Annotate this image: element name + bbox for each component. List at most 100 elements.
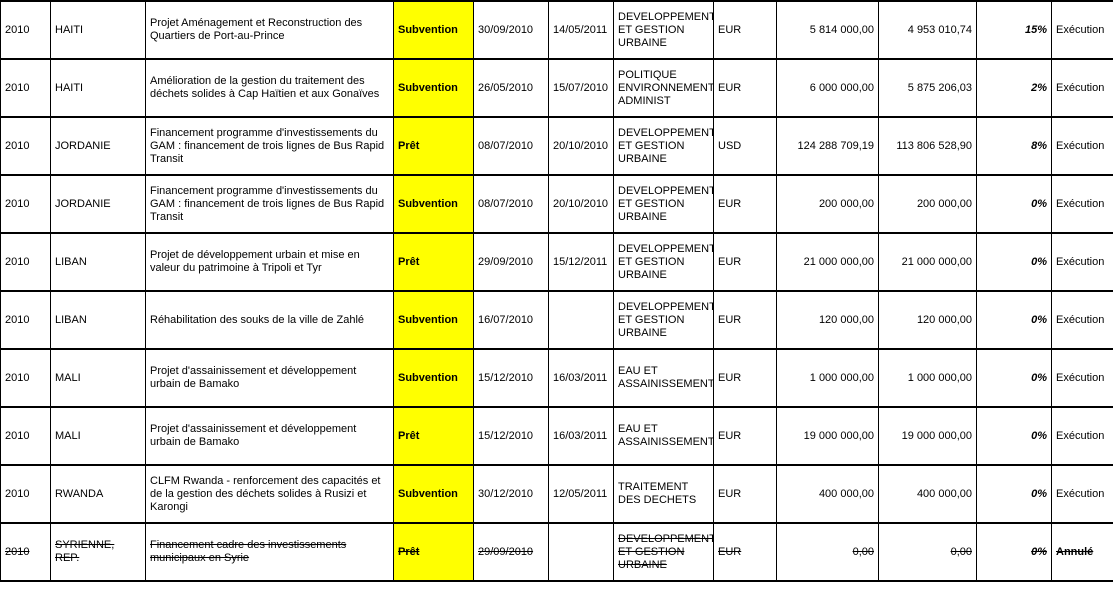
cell-pourcentage-decaisse[interactable]: 0%: [976, 464, 1052, 524]
cell-date-signature[interactable]: 14/05/2011: [548, 0, 614, 60]
cell-date-signature[interactable]: 16/03/2011: [548, 348, 614, 408]
cell-pays[interactable]: HAITI: [50, 58, 146, 118]
cell-statut[interactable]: Exécution: [1051, 464, 1113, 524]
cell-date-signature[interactable]: 15/12/2011: [548, 232, 614, 292]
cell-devise[interactable]: EUR: [713, 0, 777, 60]
cell-type-financement[interactable]: Prêt: [393, 232, 474, 292]
cell-statut[interactable]: Exécution: [1051, 406, 1113, 466]
cell-date-signature[interactable]: [548, 290, 614, 350]
cell-type-financement[interactable]: Prêt: [393, 406, 474, 466]
cell-secteur[interactable]: DEVELOPPEMENT ET GESTION URBAINE: [613, 116, 714, 176]
cell-type-financement[interactable]: Subvention: [393, 0, 474, 60]
cell-pays[interactable]: LIBAN: [50, 290, 146, 350]
cell-statut[interactable]: Exécution: [1051, 348, 1113, 408]
cell-montant-engage[interactable]: 5 875 206,03: [878, 58, 977, 118]
cell-secteur[interactable]: TRAITEMENT DES DECHETS: [613, 464, 714, 524]
cell-projet[interactable]: Amélioration de la gestion du traitement…: [145, 58, 394, 118]
cell-date-signature[interactable]: [548, 522, 614, 582]
cell-date-octroi[interactable]: 08/07/2010: [473, 174, 549, 234]
cell-projet[interactable]: Projet de développement urbain et mise e…: [145, 232, 394, 292]
cell-date-octroi[interactable]: 15/12/2010: [473, 348, 549, 408]
cell-montant-octroye[interactable]: 1 000 000,00: [776, 348, 879, 408]
cell-pourcentage-decaisse[interactable]: 15%: [976, 0, 1052, 60]
cell-secteur[interactable]: DEVELOPPEMENT ET GESTION URBAINE: [613, 174, 714, 234]
cell-montant-engage[interactable]: 113 806 528,90: [878, 116, 977, 176]
cell-date-signature[interactable]: 16/03/2011: [548, 406, 614, 466]
cell-montant-engage[interactable]: 1 000 000,00: [878, 348, 977, 408]
cell-date-octroi[interactable]: 26/05/2010: [473, 58, 549, 118]
cell-statut[interactable]: Exécution: [1051, 232, 1113, 292]
cell-pays[interactable]: JORDANIE: [50, 174, 146, 234]
cell-montant-octroye[interactable]: 120 000,00: [776, 290, 879, 350]
cell-annee[interactable]: 2010: [0, 0, 51, 60]
cell-date-octroi[interactable]: 16/07/2010: [473, 290, 549, 350]
table-row[interactable]: 2010 HAITI Projet Aménagement et Reconstru…: [0, 0, 1113, 60]
cell-pays[interactable]: JORDANIE: [50, 116, 146, 176]
cell-type-financement[interactable]: Subvention: [393, 348, 474, 408]
cell-devise[interactable]: USD: [713, 116, 777, 176]
cell-projet[interactable]: Projet d'assainissement et développement…: [145, 348, 394, 408]
cell-projet[interactable]: CLFM Rwanda - renforcement des capacités…: [145, 464, 394, 524]
cell-montant-octroye[interactable]: 400 000,00: [776, 464, 879, 524]
cell-projet[interactable]: Financement programme d'investissements …: [145, 116, 394, 176]
cell-date-signature[interactable]: 12/05/2011: [548, 464, 614, 524]
cell-secteur[interactable]: EAU ET ASSAINISSEMENT: [613, 406, 714, 466]
cell-type-financement[interactable]: Prêt: [393, 522, 474, 582]
cell-devise[interactable]: EUR: [713, 174, 777, 234]
cell-montant-engage[interactable]: 21 000 000,00: [878, 232, 977, 292]
cell-devise[interactable]: EUR: [713, 232, 777, 292]
cell-pourcentage-decaisse[interactable]: 0%: [976, 406, 1052, 466]
cell-secteur[interactable]: DEVELOPPEMENT ET GESTION URBAINE: [613, 290, 714, 350]
cell-secteur[interactable]: DEVELOPPEMENT ET GESTION URBAINE: [613, 232, 714, 292]
cell-montant-engage[interactable]: 0,00: [878, 522, 977, 582]
cell-date-signature[interactable]: 20/10/2010: [548, 116, 614, 176]
table-row[interactable]: 2010 SYRIENNE, REP. Financement cadre des …: [0, 522, 1113, 582]
cell-montant-engage[interactable]: 400 000,00: [878, 464, 977, 524]
table-row[interactable]: 2010 JORDANIE Financement programme d'inve…: [0, 174, 1113, 234]
cell-montant-octroye[interactable]: 19 000 000,00: [776, 406, 879, 466]
cell-annee[interactable]: 2010: [0, 116, 51, 176]
cell-pourcentage-decaisse[interactable]: 0%: [976, 290, 1052, 350]
cell-type-financement[interactable]: Subvention: [393, 58, 474, 118]
cell-secteur[interactable]: DEVELOPPEMENT ET GESTION URBAINE: [613, 522, 714, 582]
cell-pourcentage-decaisse[interactable]: 2%: [976, 58, 1052, 118]
cell-projet[interactable]: Projet d'assainissement et développement…: [145, 406, 394, 466]
cell-projet[interactable]: Réhabilitation des souks de la ville de …: [145, 290, 394, 350]
cell-devise[interactable]: EUR: [713, 522, 777, 582]
cell-type-financement[interactable]: Prêt: [393, 116, 474, 176]
cell-montant-engage[interactable]: 19 000 000,00: [878, 406, 977, 466]
cell-statut[interactable]: Annulé: [1051, 522, 1113, 582]
table-row[interactable]: 2010 LIBAN Projet de développement urbain …: [0, 232, 1113, 292]
cell-secteur[interactable]: DEVELOPPEMENT ET GESTION URBAINE: [613, 0, 714, 60]
table-row[interactable]: 2010 MALI Projet d'assainissement et dével…: [0, 406, 1113, 466]
cell-devise[interactable]: EUR: [713, 58, 777, 118]
cell-devise[interactable]: EUR: [713, 464, 777, 524]
cell-montant-octroye[interactable]: 200 000,00: [776, 174, 879, 234]
cell-date-octroi[interactable]: 30/09/2010: [473, 0, 549, 60]
cell-type-financement[interactable]: Subvention: [393, 174, 474, 234]
cell-annee[interactable]: 2010: [0, 232, 51, 292]
table-row[interactable]: 2010 LIBAN Réhabilitation des souks de la …: [0, 290, 1113, 350]
cell-annee[interactable]: 2010: [0, 58, 51, 118]
cell-montant-octroye[interactable]: 5 814 000,00: [776, 0, 879, 60]
cell-montant-engage[interactable]: 4 953 010,74: [878, 0, 977, 60]
cell-annee[interactable]: 2010: [0, 406, 51, 466]
cell-annee[interactable]: 2010: [0, 522, 51, 582]
cell-date-signature[interactable]: 20/10/2010: [548, 174, 614, 234]
cell-secteur[interactable]: EAU ET ASSAINISSEMENT: [613, 348, 714, 408]
cell-secteur[interactable]: POLITIQUE ENVIRONNEMENT,GESTION ADMINIST: [613, 58, 714, 118]
cell-date-octroi[interactable]: 08/07/2010: [473, 116, 549, 176]
cell-pourcentage-decaisse[interactable]: 0%: [976, 522, 1052, 582]
cell-statut[interactable]: Exécution: [1051, 116, 1113, 176]
cell-statut[interactable]: Exécution: [1051, 290, 1113, 350]
cell-date-octroi[interactable]: 30/12/2010: [473, 464, 549, 524]
cell-date-octroi[interactable]: 29/09/2010: [473, 232, 549, 292]
cell-pourcentage-decaisse[interactable]: 0%: [976, 232, 1052, 292]
cell-pays[interactable]: LIBAN: [50, 232, 146, 292]
cell-montant-octroye[interactable]: 6 000 000,00: [776, 58, 879, 118]
cell-annee[interactable]: 2010: [0, 174, 51, 234]
cell-projet[interactable]: Financement programme d'investissements …: [145, 174, 394, 234]
cell-statut[interactable]: Exécution: [1051, 58, 1113, 118]
cell-statut[interactable]: Exécution: [1051, 0, 1113, 60]
cell-pourcentage-decaisse[interactable]: 8%: [976, 116, 1052, 176]
